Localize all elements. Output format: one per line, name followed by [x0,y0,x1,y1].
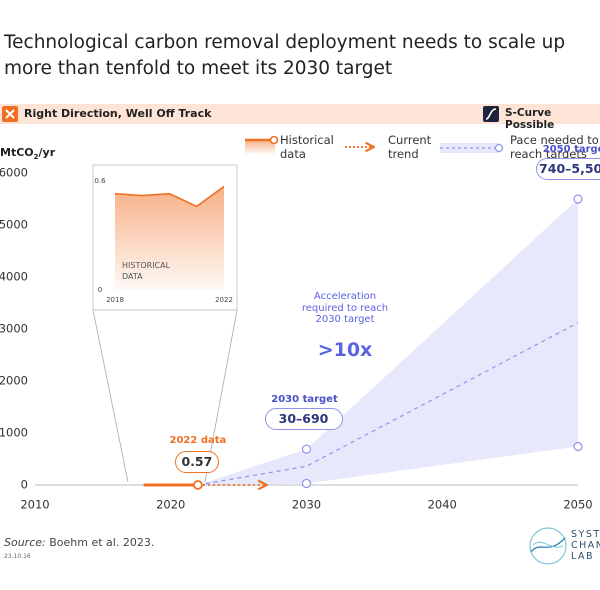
target-range: 740–5,500 [536,158,600,180]
x-tick-label: 2010 [20,498,49,512]
inset-area [115,186,224,290]
historical-marker [192,480,203,490]
source-text: Boehm et al. 2023. [49,536,155,549]
inset-connector [92,309,129,483]
y-axis-label-main: MtCO [0,146,34,159]
inset-x-tick-label: 2018 [106,296,124,304]
legend-icon-area [245,140,275,154]
target-range: 30–690 [264,408,343,431]
y-tick-label: 3000 [0,322,28,336]
source-label: Source: [4,536,46,549]
legend-label: Pace needed to reach targets [510,133,599,161]
y-tick-label: 5000 [0,218,28,232]
annotation-value: >10x [317,339,373,361]
logo-mark [529,527,567,565]
title: Technological carbon removal deployment … [4,32,566,79]
y-tick-label: 1000 [0,426,28,440]
y-tick-label: 6000 [0,166,28,180]
legend-icon-marker [494,143,504,153]
logo-wave [532,541,564,548]
y-axis-label-sub: 2 [33,153,39,162]
y-tick-label: 2000 [0,374,28,388]
date: 23.10.16 [4,553,31,560]
x-tick-label: 2030 [292,498,321,512]
logo-wave [530,537,566,553]
target-marker [301,444,312,454]
y-axis-label-unit: /yr [38,146,56,159]
target-label: 2050 target [542,144,600,155]
y-axis-label: MtCO2/yr [0,146,55,161]
inset-x-tick-label: 2022 [215,296,233,304]
target-band [197,199,578,485]
x-tick-label: 2050 [563,498,592,512]
logo-text: SYSTEMS CHANGE LAB [571,529,600,562]
legend-icon-marker [269,135,279,145]
inset-y-tick-label: 0.6 [94,177,106,185]
badge-icon-curve [485,108,497,120]
status-text: Right Direction, Well Off Track [24,107,212,120]
inset-line [114,185,225,208]
legend-label: Current trend [388,133,432,161]
target-marker [301,478,312,489]
pace-line [197,322,579,486]
inset-y-tick-label: 0 [98,286,102,294]
legend-label: Historical data [280,133,334,161]
data-label-title: 2022 data [169,434,227,446]
status-bar [0,104,600,124]
target-marker [573,194,583,204]
annotation: Acceleration required to reach 2030 targ… [301,291,389,325]
target-label: 2030 target [271,394,338,406]
y-tick-label: 4000 [0,270,28,284]
x-tick-label: 2040 [428,498,457,512]
x-tick-label: 2020 [156,498,185,512]
y-tick-label: 0 [21,478,28,492]
badge-text: S-Curve Possible [505,107,555,131]
inset-label: HISTORICAL DATA [122,261,171,281]
data-label: 0.57 [174,450,219,473]
status-icon-x [5,109,15,119]
target-marker [573,441,583,452]
source: Source: Boehm et al. 2023. [4,536,154,549]
